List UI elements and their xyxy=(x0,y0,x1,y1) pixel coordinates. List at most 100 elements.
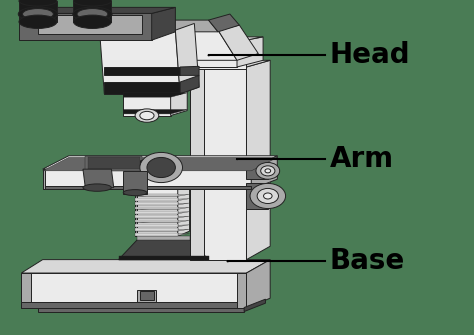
Ellipse shape xyxy=(77,9,108,20)
Polygon shape xyxy=(135,225,190,227)
Polygon shape xyxy=(135,216,190,218)
Polygon shape xyxy=(190,67,204,260)
Polygon shape xyxy=(171,88,187,116)
Polygon shape xyxy=(135,211,178,214)
Polygon shape xyxy=(137,290,156,302)
Polygon shape xyxy=(135,229,190,231)
Ellipse shape xyxy=(73,15,111,28)
Polygon shape xyxy=(152,7,175,40)
Polygon shape xyxy=(19,1,57,22)
Ellipse shape xyxy=(256,162,280,179)
Ellipse shape xyxy=(73,7,112,21)
Ellipse shape xyxy=(83,184,111,191)
Polygon shape xyxy=(135,207,178,209)
Polygon shape xyxy=(178,186,190,236)
Text: Base: Base xyxy=(329,247,405,275)
Polygon shape xyxy=(135,233,178,236)
Ellipse shape xyxy=(19,0,57,6)
Ellipse shape xyxy=(257,188,279,204)
Polygon shape xyxy=(43,169,251,189)
Polygon shape xyxy=(73,1,111,22)
Ellipse shape xyxy=(265,169,271,173)
Polygon shape xyxy=(237,37,263,67)
Polygon shape xyxy=(135,194,178,196)
Ellipse shape xyxy=(18,7,58,21)
Ellipse shape xyxy=(137,159,175,168)
Polygon shape xyxy=(100,30,180,94)
Polygon shape xyxy=(43,156,277,169)
Text: Arm: Arm xyxy=(329,145,393,173)
Ellipse shape xyxy=(135,109,159,122)
Polygon shape xyxy=(180,75,199,94)
Polygon shape xyxy=(180,60,246,69)
Polygon shape xyxy=(123,92,171,116)
Polygon shape xyxy=(104,30,237,60)
Ellipse shape xyxy=(147,157,175,178)
Polygon shape xyxy=(218,25,258,60)
Polygon shape xyxy=(209,14,239,32)
Polygon shape xyxy=(104,82,180,94)
Polygon shape xyxy=(246,60,270,260)
Ellipse shape xyxy=(250,184,285,208)
Polygon shape xyxy=(135,189,178,236)
Polygon shape xyxy=(123,93,187,97)
Polygon shape xyxy=(246,260,270,308)
Polygon shape xyxy=(43,157,277,171)
Polygon shape xyxy=(135,228,178,231)
Ellipse shape xyxy=(140,152,182,183)
Polygon shape xyxy=(118,240,209,260)
Polygon shape xyxy=(118,256,209,260)
Polygon shape xyxy=(135,233,190,236)
Polygon shape xyxy=(135,207,190,209)
Polygon shape xyxy=(123,20,218,32)
Polygon shape xyxy=(135,212,190,214)
Polygon shape xyxy=(246,183,268,209)
Polygon shape xyxy=(237,273,246,308)
Polygon shape xyxy=(21,260,270,273)
Polygon shape xyxy=(104,37,263,42)
Polygon shape xyxy=(135,224,178,227)
Ellipse shape xyxy=(143,160,170,167)
Polygon shape xyxy=(135,215,178,218)
Polygon shape xyxy=(135,220,178,222)
Polygon shape xyxy=(21,273,246,308)
Polygon shape xyxy=(135,202,178,205)
Ellipse shape xyxy=(19,15,57,28)
Polygon shape xyxy=(244,299,265,312)
Polygon shape xyxy=(123,171,147,194)
Polygon shape xyxy=(180,66,199,75)
Polygon shape xyxy=(140,291,154,300)
Polygon shape xyxy=(123,110,187,114)
Text: Head: Head xyxy=(329,41,410,69)
Polygon shape xyxy=(21,273,31,302)
Polygon shape xyxy=(135,220,190,222)
Ellipse shape xyxy=(73,0,111,6)
Polygon shape xyxy=(21,302,246,308)
Polygon shape xyxy=(137,236,190,240)
Polygon shape xyxy=(43,186,251,189)
Polygon shape xyxy=(43,169,45,189)
Polygon shape xyxy=(135,198,178,201)
Polygon shape xyxy=(19,13,152,40)
Polygon shape xyxy=(175,23,199,94)
Polygon shape xyxy=(190,67,246,260)
Ellipse shape xyxy=(140,111,154,120)
Polygon shape xyxy=(104,30,140,60)
Polygon shape xyxy=(135,189,137,236)
Polygon shape xyxy=(83,169,114,188)
Polygon shape xyxy=(135,203,190,205)
Polygon shape xyxy=(88,157,140,169)
Polygon shape xyxy=(19,7,175,13)
Polygon shape xyxy=(190,60,270,67)
Polygon shape xyxy=(251,156,277,189)
Polygon shape xyxy=(246,162,268,179)
Polygon shape xyxy=(38,15,142,34)
Polygon shape xyxy=(85,156,142,171)
Polygon shape xyxy=(135,199,190,201)
Polygon shape xyxy=(104,67,180,75)
Ellipse shape xyxy=(264,193,272,199)
Ellipse shape xyxy=(123,190,147,196)
Ellipse shape xyxy=(23,9,54,20)
Polygon shape xyxy=(104,42,237,67)
Polygon shape xyxy=(135,194,190,196)
